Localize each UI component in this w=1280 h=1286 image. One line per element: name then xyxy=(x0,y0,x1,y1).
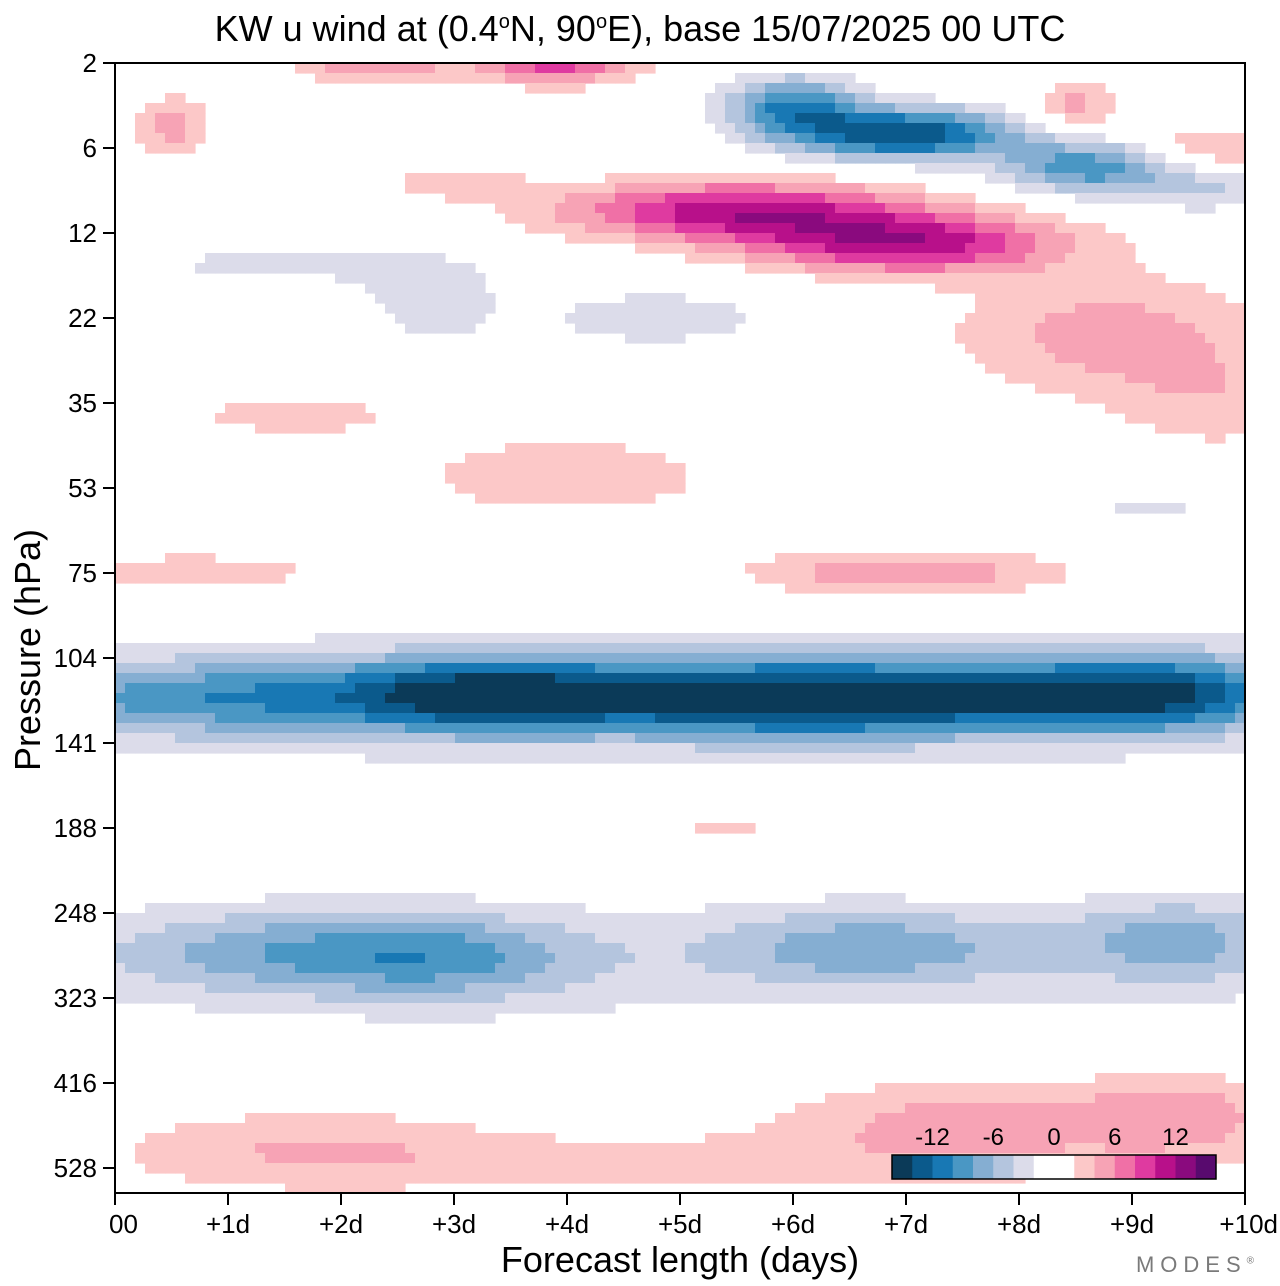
y-tick-label: 35 xyxy=(68,388,97,418)
colorbar-swatch xyxy=(993,1155,1014,1179)
colorbar-swatch xyxy=(973,1155,994,1179)
y-tick-label: 22 xyxy=(68,303,97,333)
x-tick-label: +6d xyxy=(771,1209,815,1239)
y-tick-label: 104 xyxy=(54,643,97,673)
colorbar-swatch xyxy=(1033,1155,1055,1179)
y-tick-label: 12 xyxy=(68,218,97,248)
x-tick-label: +2d xyxy=(319,1209,363,1239)
y-axis-label: Pressure (hPa) xyxy=(7,528,48,772)
colorbar-swatch xyxy=(1094,1155,1116,1179)
colorbar-swatch xyxy=(1114,1155,1136,1179)
colorbar-swatch xyxy=(1195,1155,1217,1179)
x-tick-label: +4d xyxy=(545,1209,589,1239)
colorbar-swatch xyxy=(952,1155,974,1179)
y-tick-label: 188 xyxy=(54,813,97,843)
y-tick-label: 6 xyxy=(83,133,97,163)
y-tick-label: 141 xyxy=(54,728,97,758)
x-tick-label: +3d xyxy=(432,1209,476,1239)
chart-title: KW u wind at (0.4oN, 90oE), base 15/07/2… xyxy=(214,8,1066,49)
brand-logo: MODES® xyxy=(1135,1252,1254,1277)
x-tick-label: +10d xyxy=(1219,1209,1278,1239)
x-axis: 00 +1d +2d +3d +4d +5d +6d +7d +8d +9d +10d xyxy=(109,1193,1278,1239)
colorbar-tick-label: 12 xyxy=(1162,1124,1189,1151)
colorbar-tick-label: 0 xyxy=(1047,1124,1060,1151)
x-tick-label: +8d xyxy=(997,1209,1041,1239)
colorbar-tick-label: 6 xyxy=(1108,1124,1121,1151)
colorbar-swatch xyxy=(1135,1155,1156,1179)
y-tick-label: 2 xyxy=(83,48,97,78)
x-tick-label: 00 xyxy=(109,1209,138,1239)
x-tick-label: +1d xyxy=(206,1209,250,1239)
colorbar-swatch xyxy=(1175,1155,1197,1179)
x-tick-label: +9d xyxy=(1110,1209,1154,1239)
x-tick-label: +5d xyxy=(658,1209,702,1239)
y-tick-label: 53 xyxy=(68,473,97,503)
y-tick-label: 416 xyxy=(54,1068,97,1098)
x-axis-label: Forecast length (days) xyxy=(500,1239,860,1280)
colorbar-swatch xyxy=(1074,1155,1095,1179)
y-tick-label: 75 xyxy=(68,558,97,588)
colorbar-tick-label: -12 xyxy=(915,1124,950,1151)
y-tick-label: 323 xyxy=(54,983,97,1013)
colorbar-swatch xyxy=(912,1155,933,1179)
y-tick-label: 528 xyxy=(54,1153,97,1183)
x-tick-label: +7d xyxy=(884,1209,928,1239)
colorbar-tick-label: -6 xyxy=(983,1124,1004,1151)
colorbar-swatch xyxy=(1054,1155,1075,1179)
colorbar-swatch xyxy=(932,1155,954,1179)
y-tick-label: 248 xyxy=(54,898,97,928)
colorbar-swatch xyxy=(1013,1155,1035,1179)
colorbar-legend: -12 -6 0 6 12 xyxy=(891,1124,1217,1180)
contour-field xyxy=(115,63,1245,1193)
y-axis: 2 6 12 22 35 53 75 104 141 188 248 323 416 528 xyxy=(54,48,115,1183)
colorbar-swatch xyxy=(1155,1155,1176,1179)
colorbar-swatch xyxy=(892,1155,913,1179)
